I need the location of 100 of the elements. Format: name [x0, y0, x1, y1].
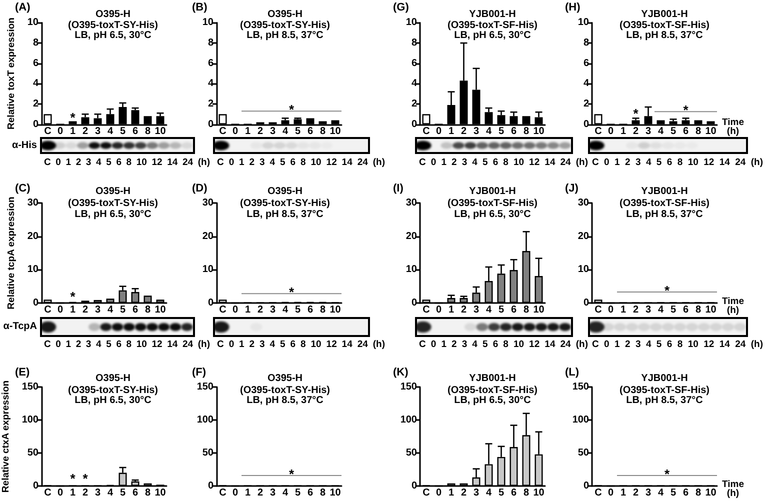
x-tick-label: 3 — [473, 488, 480, 498]
y-tick-label: 8 — [583, 38, 590, 49]
x-tick-label: 3 — [645, 126, 652, 137]
x-tick-label: 0 — [57, 304, 64, 316]
y-tick-label: 150 — [196, 382, 214, 392]
annotation: * — [633, 106, 638, 121]
x-tick-label: 0 — [608, 126, 614, 137]
x-tick-label: 8 — [320, 304, 326, 316]
y-tick-label: 10 — [578, 264, 590, 276]
chart-subtitle: (O395-toxT-SF-His) — [619, 198, 710, 208]
y-tick-label: 0 — [32, 298, 39, 308]
annotation: * — [82, 471, 88, 486]
x-tick-label: 4 — [107, 488, 114, 498]
y-tick-label: 10 — [27, 17, 39, 28]
chart-subtitle: (O395-toxT-SY-His) — [240, 384, 330, 396]
x-tick-label: 2 — [632, 304, 639, 316]
y-tick-label: 0 — [583, 298, 590, 308]
x-tick-label: 8 — [144, 304, 151, 316]
y-tick-label: 50 — [27, 448, 39, 458]
x-tick-label: 0 — [232, 126, 238, 137]
x-tick-label: 6 — [510, 488, 517, 498]
x-tick-label: 1 — [448, 304, 454, 316]
y-tick-label: 50 — [406, 448, 418, 458]
annotation: * — [70, 471, 76, 486]
x-tick-label: 0 — [436, 488, 442, 498]
x-tick-label: 3 — [94, 488, 101, 498]
x-tick-label: 4 — [282, 126, 288, 137]
x-tick-label: C — [219, 126, 226, 137]
x-tick-label: 6 — [307, 304, 314, 316]
y-tick-label: 0 — [32, 480, 39, 492]
chart-title: O395-H — [267, 373, 303, 384]
y-axis-title: Relative ctxA expression — [0, 380, 12, 493]
chart-subtitle: (O395-toxT-SF-His) — [447, 384, 538, 396]
x-tick-label: 4 — [658, 488, 664, 498]
ref-line-label: * — [664, 466, 670, 482]
chart-subtitle: (O395-toxT-SY-His) — [240, 20, 330, 30]
x-tick-label: 10 — [154, 488, 166, 498]
x-tick-label: C — [44, 488, 52, 498]
x-tick-label: 4 — [658, 126, 664, 137]
chart-title: O395-H — [267, 186, 303, 197]
x-tick-label: 5 — [498, 304, 504, 316]
x-tick-label: 10 — [533, 126, 545, 137]
x-tick-label: 1 — [620, 488, 626, 498]
x-tick-label: 0 — [608, 488, 614, 498]
ref-line-label: * — [288, 284, 295, 300]
y-tick-label: 20 — [202, 230, 214, 242]
x-tick-label: 8 — [695, 488, 702, 498]
y-tick-label: 0 — [208, 118, 214, 130]
x-tick-label: 3 — [94, 304, 101, 316]
x-tick-label: 3 — [94, 126, 101, 137]
x-tick-label: 0 — [57, 488, 64, 498]
x-tick-label: 6 — [132, 304, 138, 316]
x-tick-label: 5 — [670, 488, 676, 498]
chart-title: O395-H — [95, 9, 131, 20]
y-tick-label: 50 — [202, 448, 214, 458]
annotation: LB, pH 6.5, 30°C — [454, 208, 531, 220]
x-tick-label: 6 — [682, 126, 689, 137]
x-tick-label: 5 — [120, 488, 126, 498]
x-tick-label: 2 — [460, 488, 467, 498]
x-tick-label: 10 — [533, 488, 545, 498]
text: C 0 1 2 3 4 5 6 8 10 12 14 24 (h) — [419, 339, 588, 350]
x-tick-label: 4 — [486, 304, 492, 316]
x-tick-label: 1 — [620, 126, 626, 137]
x-tick-label: 8 — [695, 304, 702, 316]
x-tick-label: 10 — [533, 304, 545, 316]
x-tick-label: 6 — [682, 488, 689, 498]
text: (B) — [192, 2, 208, 14]
x-tick-label: 4 — [107, 304, 114, 316]
x-tick-label: 2 — [460, 126, 467, 137]
x-tick-label: 5 — [120, 304, 126, 316]
text: C 0 1 2 3 4 5 6 8 10 12 14 24 (h) — [419, 157, 588, 168]
x-tick-label: 2 — [257, 488, 264, 498]
y-tick-label: 10 — [27, 264, 39, 276]
x-tick-label: 1 — [70, 488, 76, 498]
chart-title: YJB001-H — [641, 373, 688, 384]
chart-subtitle: (O395-toxT-SF-His) — [447, 20, 538, 30]
x-tick-label: 10 — [705, 304, 717, 316]
text: C 0 1 2 3 4 5 6 8 10 12 14 24 (h) — [44, 157, 210, 168]
x-tick-label: 5 — [670, 304, 676, 316]
x-tick-label: C — [44, 304, 52, 316]
annotation: LB, pH 8.5, 37°C — [626, 395, 703, 406]
x-tick-label: 6 — [132, 126, 138, 137]
x-tick-label: 4 — [107, 126, 114, 137]
x-tick-label: 6 — [307, 126, 314, 137]
chart-subtitle: (O395-toxT-SY-His) — [68, 20, 158, 30]
y-tick-label: 10 — [406, 17, 418, 28]
x-tick-label: 1 — [70, 126, 76, 137]
y-tick-label: 0 — [208, 298, 214, 308]
x-tick-label: 10 — [154, 126, 166, 137]
x-tick-label: 10 — [330, 126, 342, 137]
x-tick-label: C — [594, 488, 602, 498]
x-tick-label: 5 — [294, 126, 301, 137]
x-tick-label: 1 — [244, 126, 251, 137]
y-tick-label: 0 — [411, 480, 418, 492]
y-tick-label: 0 — [411, 298, 418, 308]
x-tick-label: 10 — [154, 304, 166, 316]
y-tick-label: 150 — [22, 382, 39, 392]
x-tick-label: 3 — [473, 126, 480, 137]
annotation: LB, pH 6.5, 30°C — [74, 30, 152, 40]
x-tick-label: 0 — [57, 126, 64, 137]
